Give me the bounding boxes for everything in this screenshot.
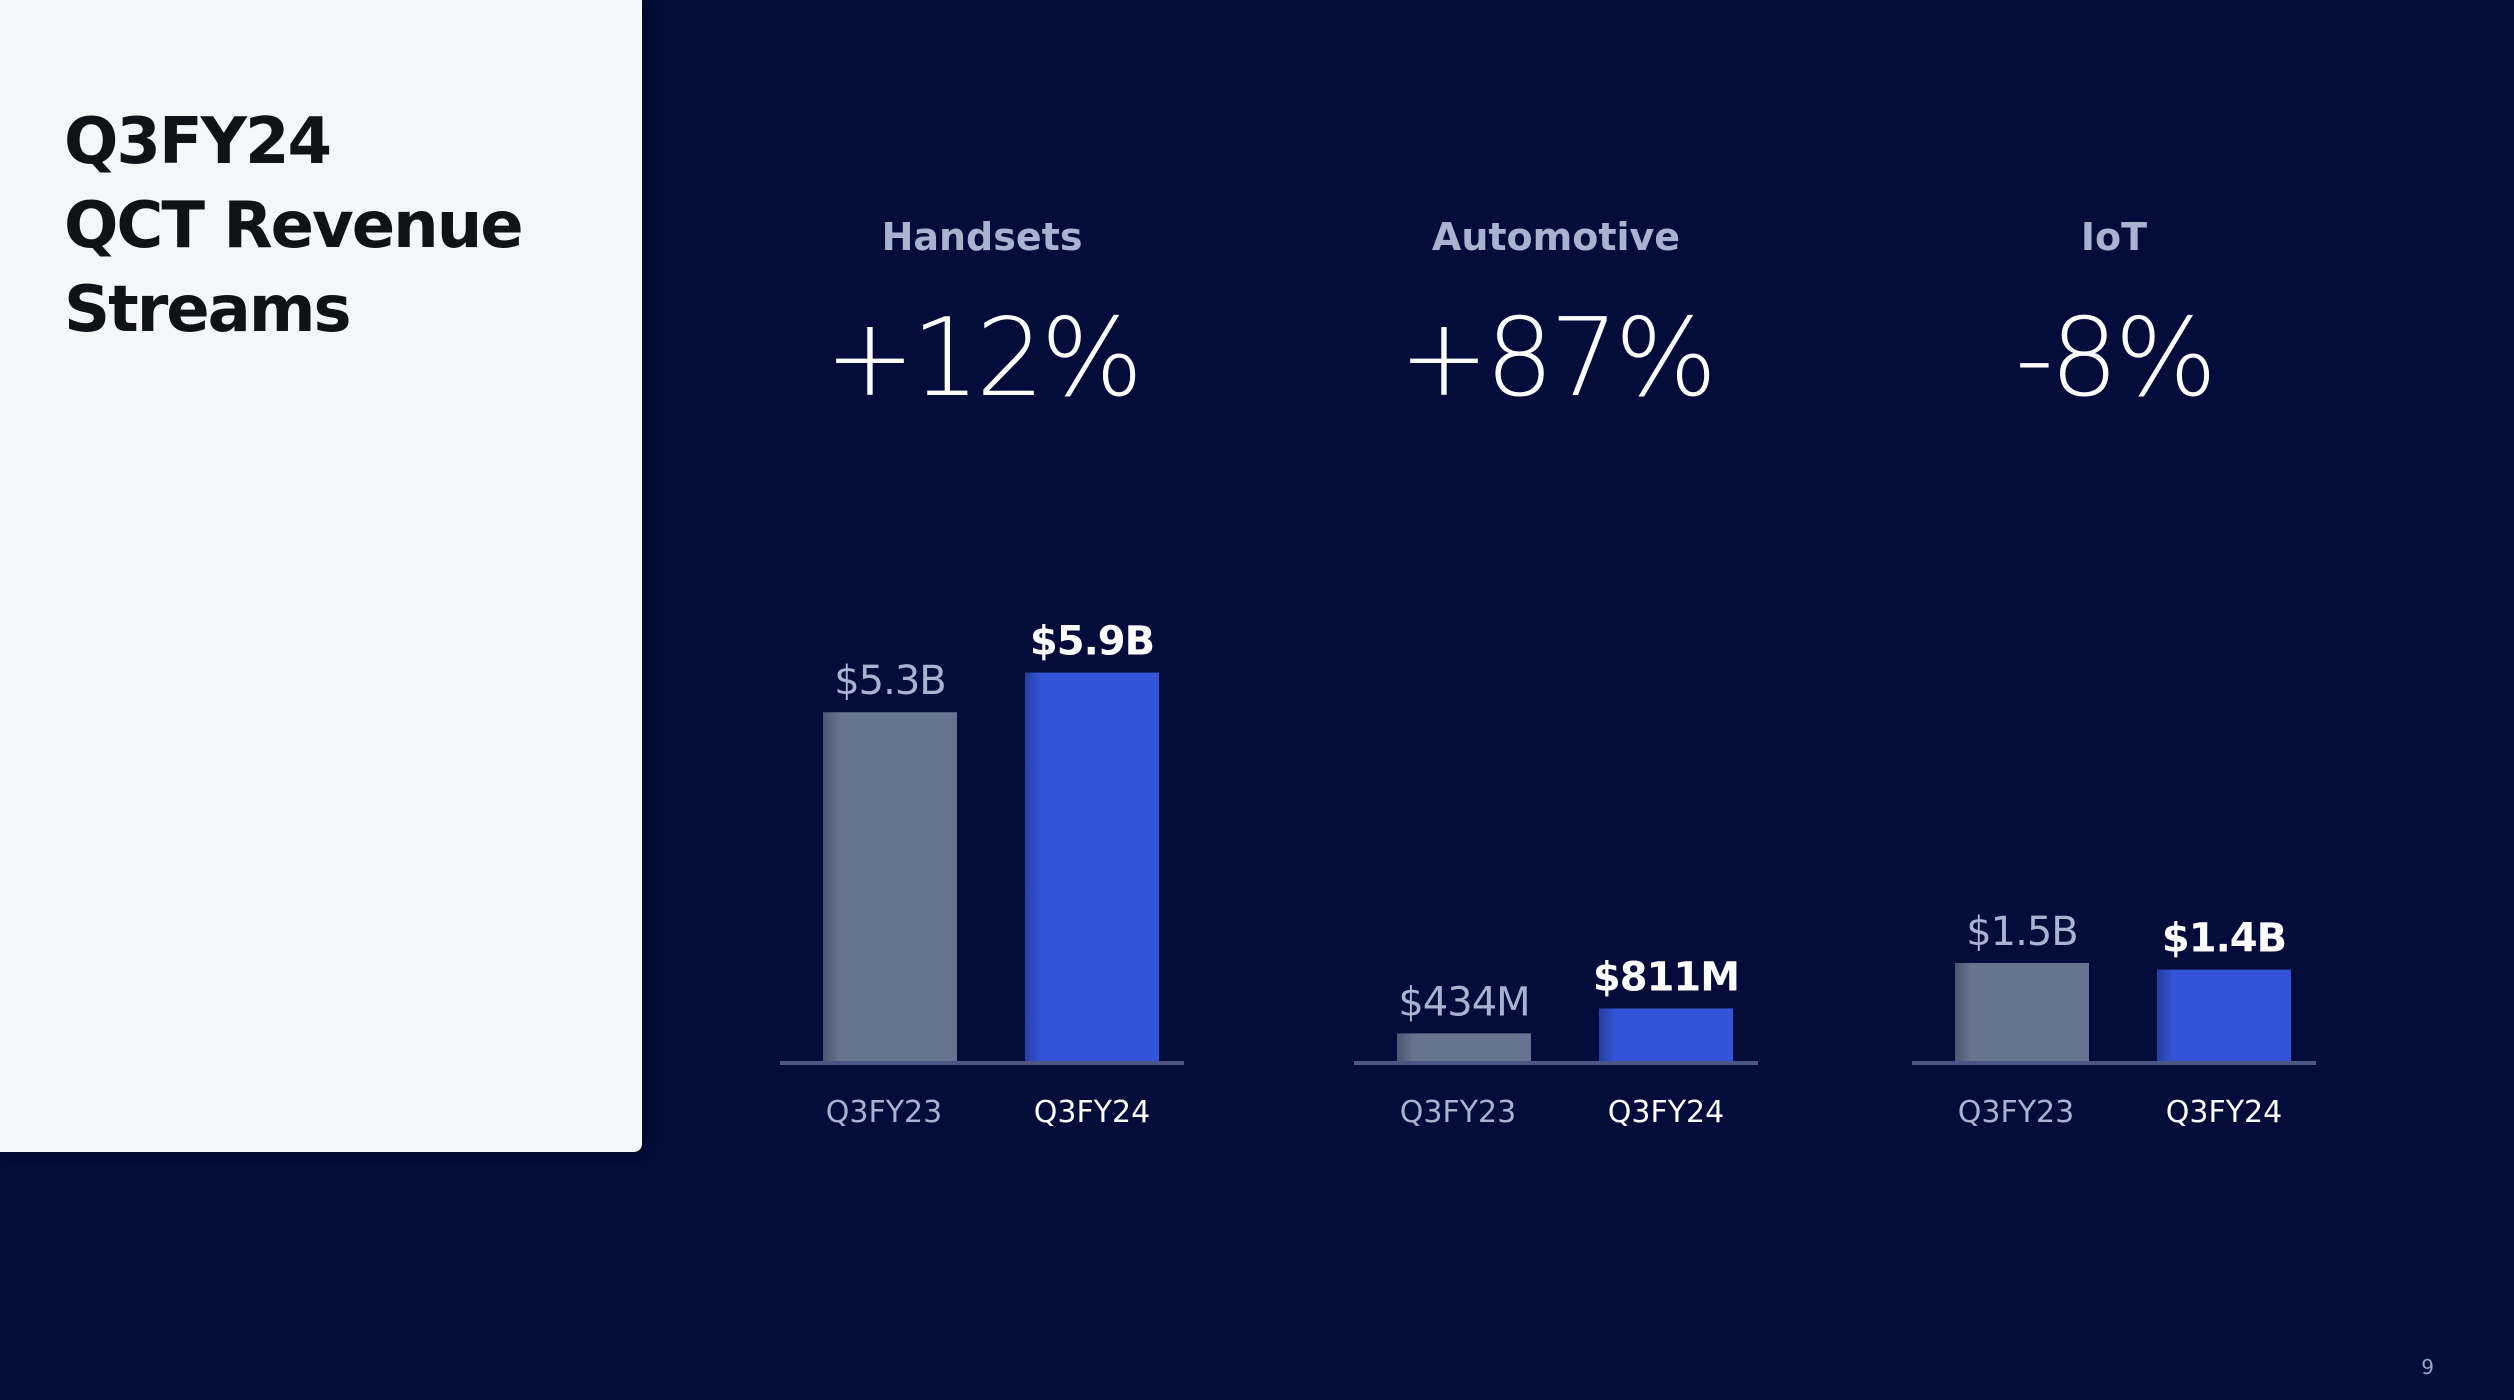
tick-label-automotive-q3fy24: Q3FY24: [1608, 1095, 1724, 1130]
tick-label-handsets-q3fy23: Q3FY23: [826, 1095, 942, 1130]
growth-percent-iot: -8%: [2015, 296, 2213, 421]
value-label-iot-q3fy23: $1.5B: [1966, 909, 2078, 955]
growth-percent-handsets: +12%: [825, 296, 1140, 421]
bar-shade-iot-q3fy24: [2157, 969, 2291, 1062]
title-panel: Q3FY24 QCT Revenue Streams: [0, 0, 642, 1152]
tick-label-iot-q3fy23: Q3FY23: [1958, 1095, 2074, 1130]
value-label-handsets-q3fy23: $5.3B: [834, 658, 946, 704]
tick-label-automotive-q3fy23: Q3FY23: [1400, 1095, 1516, 1130]
segment-title-iot: IoT: [2081, 215, 2147, 259]
tick-label-iot-q3fy24: Q3FY24: [2166, 1095, 2282, 1130]
value-label-automotive-q3fy24: $811M: [1593, 954, 1739, 1000]
title-line-2: QCT Revenue: [64, 189, 524, 263]
growth-percent-automotive: +87%: [1399, 296, 1714, 421]
title-line-1: Q3FY24: [64, 105, 332, 179]
bar-shade-handsets-q3fy23: [823, 712, 957, 1062]
value-label-automotive-q3fy23: $434M: [1398, 979, 1529, 1025]
tick-label-handsets-q3fy24: Q3FY24: [1034, 1095, 1150, 1130]
segment-title-automotive: Automotive: [1432, 215, 1680, 259]
slide-title: Q3FY24 QCT Revenue Streams: [64, 100, 524, 352]
title-line-3: Streams: [64, 273, 352, 347]
bar-shade-iot-q3fy23: [1955, 963, 2089, 1062]
value-label-handsets-q3fy24: $5.9B: [1030, 619, 1154, 665]
segment-title-handsets: Handsets: [882, 215, 1083, 259]
bar-shade-automotive-q3fy24: [1599, 1008, 1733, 1062]
bar-shade-automotive-q3fy23: [1397, 1033, 1531, 1062]
value-label-iot-q3fy24: $1.4B: [2162, 916, 2286, 962]
bar-shade-handsets-q3fy24: [1025, 672, 1159, 1062]
page-number: 9: [2421, 1355, 2434, 1379]
